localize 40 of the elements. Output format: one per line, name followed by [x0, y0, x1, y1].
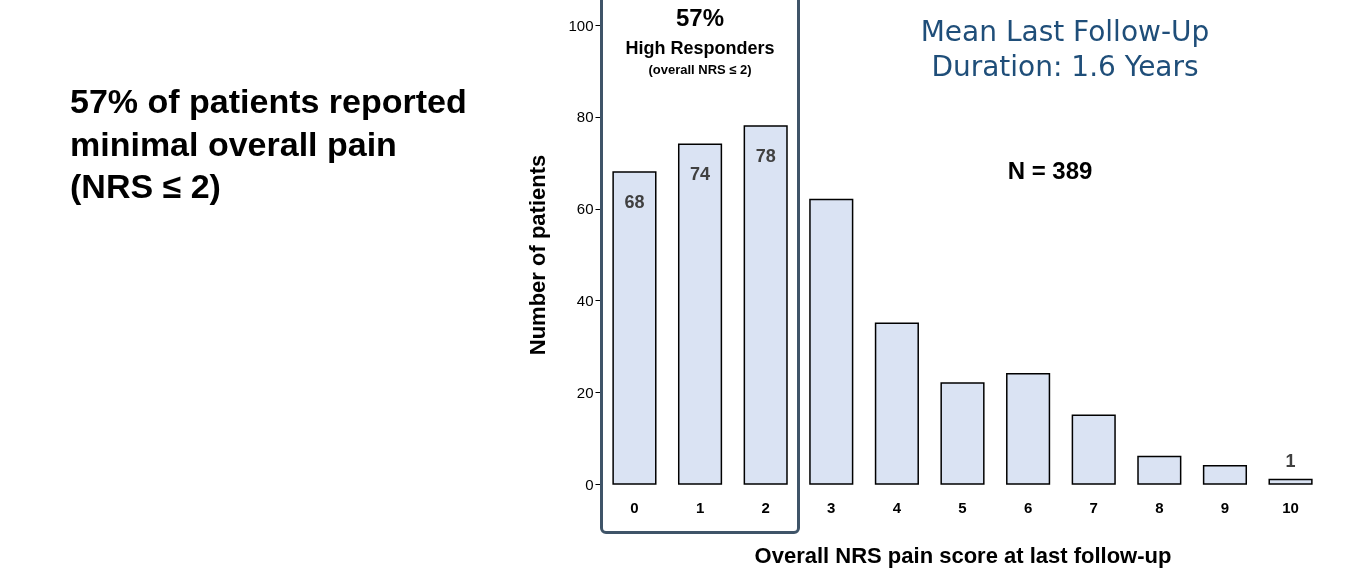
y-tick-label: 40: [576, 291, 594, 309]
bar: [809, 198, 854, 485]
x-tick-label: 10: [1282, 498, 1299, 516]
x-tick-label: 0: [630, 498, 639, 516]
y-tick-label: 80: [576, 108, 594, 126]
x-tick-label: 4: [892, 498, 902, 516]
y-tick-label: 60: [576, 200, 594, 218]
bar: [743, 125, 788, 485]
bar: [1006, 373, 1051, 485]
x-tick-label: 9: [1220, 498, 1230, 516]
x-tick-label: 5: [958, 498, 967, 516]
y-tick-label: 20: [576, 383, 594, 401]
x-tick-label: 2: [761, 498, 770, 516]
y-tick-label: 100: [568, 16, 594, 34]
bar: [940, 382, 985, 485]
x-tick-label: 7: [1089, 498, 1098, 516]
data-label: 68: [624, 191, 645, 212]
data-label: 1: [1285, 451, 1296, 472]
bar: [1071, 414, 1116, 485]
annotation: (overall NRS ≤ 2): [647, 62, 753, 77]
bar: [874, 322, 919, 485]
x-axis-title: Overall NRS pain score at last follow-up: [754, 542, 1172, 568]
bar: [1268, 478, 1313, 485]
annotation: 57%: [675, 4, 726, 32]
bar: [1202, 464, 1248, 485]
text: 57% of patients reported minimal overall pain (NRS ≤ 2): [70, 81, 468, 207]
x-tick-label: 3: [827, 498, 836, 516]
x-tick-label: 1: [695, 498, 705, 516]
y-tick-label: 0: [585, 475, 594, 493]
data-label: 78: [755, 145, 776, 166]
annotation: N = 389: [1006, 156, 1094, 186]
bar: [612, 171, 657, 485]
data-label: 74: [690, 164, 711, 185]
x-tick-label: 8: [1155, 498, 1164, 516]
annotation: High Responders: [624, 38, 776, 59]
bar: [677, 143, 723, 485]
annotation: Mean Last Follow-Up Duration: 1.6 Years: [919, 14, 1211, 84]
bar: [1137, 455, 1182, 485]
x-tick-label: 6: [1023, 498, 1033, 516]
y-axis-title: Number of patients: [525, 154, 551, 356]
